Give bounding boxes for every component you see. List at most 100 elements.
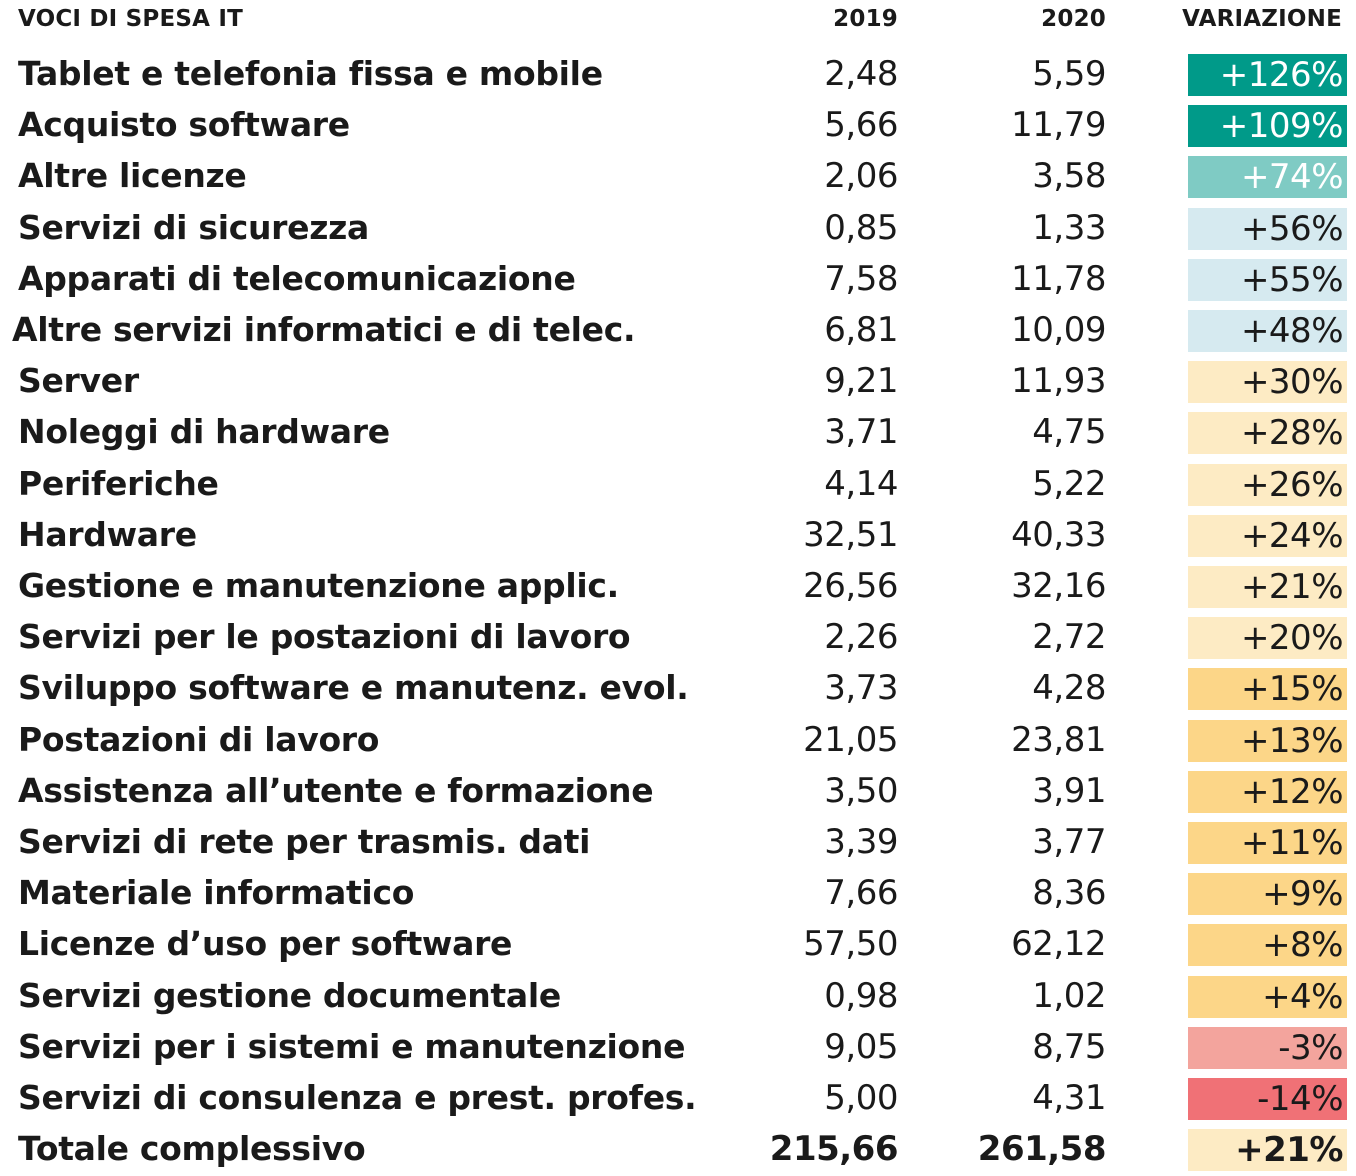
row-label: Hardware	[18, 514, 197, 554]
value-2019: 7,66	[824, 873, 898, 914]
value-2020: 32,16	[1011, 566, 1106, 606]
row-label: Periferiche	[18, 463, 219, 503]
variation-badge: +11%	[1188, 822, 1347, 864]
variation-badge: +26%	[1188, 463, 1347, 506]
variation-badge: +20%	[1188, 617, 1347, 660]
value-2020: 23,81	[1011, 719, 1106, 760]
table-row: Server 9,21 11,93 +30%	[0, 357, 1356, 408]
variation-badge: -14%	[1188, 1078, 1347, 1120]
value-2020: 8,75	[1032, 1026, 1106, 1067]
variation-badge: +24%	[1188, 514, 1347, 557]
variation-badge: +8%	[1188, 924, 1347, 967]
table-row: Sviluppo software e manutenz. evol. 3,73 4…	[0, 664, 1356, 715]
row-label: Servizi di sicurezza	[18, 207, 370, 247]
row-label: Servizi gestione documentale	[18, 975, 561, 1015]
value-2020: 62,12	[1011, 924, 1106, 965]
value-2020: 11,93	[1011, 361, 1106, 402]
variation-badge: +74%	[1188, 156, 1347, 199]
value-2019: 0,85	[824, 207, 898, 248]
variation-badge: +4%	[1188, 975, 1347, 1018]
variation-badge: +15%	[1188, 668, 1347, 711]
header-voci-di-spesa: VOCI DI SPESA IT	[18, 6, 244, 32]
table-row: Altre licenze 2,06 3,58 +74%	[0, 152, 1356, 203]
variation-badge: +30%	[1188, 361, 1347, 404]
header-2019: 2019	[833, 6, 898, 32]
variation-badge: +12%	[1188, 770, 1347, 813]
row-label: Servizi di rete per trasmis. dati	[18, 822, 591, 861]
row-label: Materiale informatico	[18, 873, 415, 913]
value-2020: 1,33	[1032, 207, 1106, 248]
table-row: Altre servizi informatici e di telec. 6,8…	[0, 306, 1356, 357]
value-2020: 40,33	[1011, 514, 1106, 555]
table-row: Gestione e manutenzione applic. 26,56 32,1…	[0, 562, 1356, 613]
table-row: Assistenza all’utente e formazione 3,50 3,…	[0, 767, 1356, 818]
value-2020: 3,77	[1032, 822, 1106, 862]
value-2019: 7,58	[824, 258, 898, 299]
row-label: Altre licenze	[18, 156, 247, 196]
value-2019: 3,39	[824, 822, 898, 862]
table-row: Licenze d’uso per software 57,50 62,12 +8%	[0, 920, 1356, 971]
row-label: Servizi di consulenza e prest. profes.	[18, 1078, 697, 1117]
table-row: Noleggi di hardware 3,71 4,75 +28%	[0, 408, 1356, 459]
table-row: Acquisto software 5,66 11,79 +109%	[0, 101, 1356, 152]
value-2019: 3,50	[824, 770, 898, 811]
value-2019: 57,50	[803, 924, 898, 965]
table-row: Apparati di telecomunicazione 7,58 11,78 +5…	[0, 255, 1356, 306]
table-header: VOCI DI SPESA IT 2019 2020 VARIAZIONE	[0, 0, 1356, 44]
value-2020: 261,58	[977, 1129, 1107, 1170]
value-2019: 2,06	[824, 156, 898, 197]
variation-badge: +21%	[1188, 1129, 1347, 1172]
header-2020: 2020	[1041, 6, 1106, 32]
variation-badge: +109%	[1188, 105, 1347, 148]
variation-badge: +13%	[1188, 719, 1347, 762]
value-2020: 11,79	[1011, 105, 1106, 146]
value-2020: 11,78	[1011, 258, 1106, 299]
value-2020: 5,22	[1032, 463, 1106, 504]
value-2020: 8,36	[1032, 873, 1106, 914]
table-row: Materiale informatico 7,66 8,36 +9%	[0, 869, 1356, 920]
row-label: Apparati di telecomunicazione	[18, 258, 576, 298]
variation-badge: -3%	[1188, 1026, 1347, 1069]
value-2020: 3,58	[1032, 156, 1106, 197]
row-label: Assistenza all’utente e formazione	[18, 770, 654, 810]
row-label: Licenze d’uso per software	[18, 924, 513, 964]
table-row: Servizi gestione documentale 0,98 1,02 +4%	[0, 972, 1356, 1023]
value-2020: 2,72	[1032, 617, 1106, 658]
row-label: Altre servizi informatici e di telec.	[12, 310, 636, 349]
table-row: Postazioni di lavoro 21,05 23,81 +13%	[0, 716, 1356, 767]
variation-badge: +55%	[1188, 258, 1347, 301]
row-label: Acquisto software	[18, 105, 350, 145]
value-2019: 21,05	[803, 719, 898, 760]
value-2019: 3,73	[824, 668, 898, 709]
variation-badge: +21%	[1188, 566, 1347, 608]
table-row: Servizi per i sistemi e manutenzione 9,05…	[0, 1023, 1356, 1074]
value-2020: 4,28	[1032, 668, 1106, 709]
row-label: Sviluppo software e manutenz. evol.	[18, 668, 689, 708]
table-row: Servizi di sicurezza 0,85 1,33 +56%	[0, 204, 1356, 255]
value-2019: 2,48	[824, 54, 898, 94]
value-2020: 10,09	[1011, 310, 1106, 350]
row-label: Noleggi di hardware	[18, 412, 390, 452]
table-row: Tablet e telefonia fissa e mobile 2,48 5,5…	[0, 50, 1356, 101]
value-2020: 4,75	[1032, 412, 1106, 453]
header-variazione: VARIAZIONE	[1182, 6, 1342, 32]
row-label: Server	[18, 361, 139, 401]
value-2019: 0,98	[824, 975, 898, 1016]
value-2019: 2,26	[824, 617, 898, 658]
variation-badge: +56%	[1188, 207, 1347, 250]
value-2020: 1,02	[1032, 975, 1106, 1016]
value-2019: 5,00	[824, 1078, 898, 1118]
value-2020: 4,31	[1032, 1078, 1106, 1118]
value-2019: 9,21	[824, 361, 898, 402]
row-label: Tablet e telefonia fissa e mobile	[18, 54, 603, 93]
value-2019: 9,05	[824, 1026, 898, 1067]
value-2019: 3,71	[824, 412, 898, 453]
value-2019: 215,66	[769, 1129, 899, 1170]
value-2019: 32,51	[803, 514, 898, 555]
table-row: Periferiche 4,14 5,22 +26%	[0, 460, 1356, 511]
table-row: Servizi di rete per trasmis. dati 3,39 3,7…	[0, 818, 1356, 869]
total-row: Totale complessivo 215,66 261,58 +21%	[0, 1125, 1356, 1176]
value-2019: 5,66	[824, 105, 898, 146]
variation-badge: +9%	[1188, 873, 1347, 916]
